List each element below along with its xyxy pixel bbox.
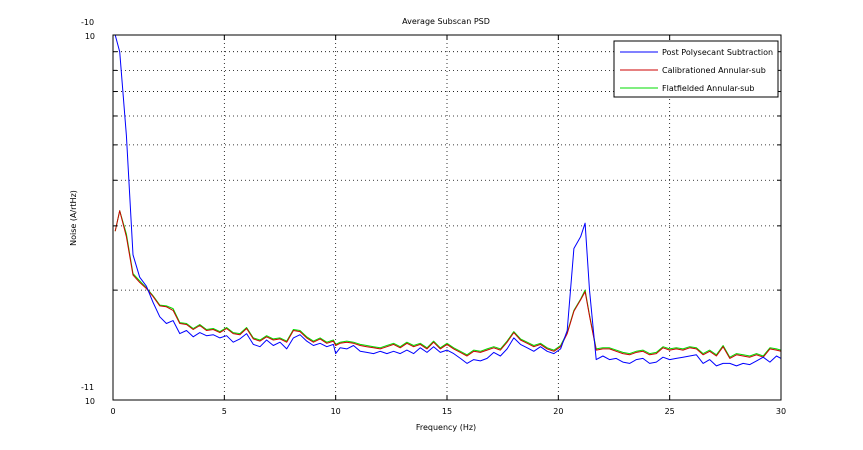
x-tick-label: 10 [331, 407, 341, 416]
legend-label: Flatfielded Annular-sub [662, 84, 754, 93]
legend: Post Polysecant Subtraction Calibrationed… [613, 40, 779, 98]
x-tick-label: 0 [110, 407, 115, 416]
y-tick-label-base: 10 [85, 32, 95, 41]
series-layer [114, 35, 781, 367]
legend-label: Post Polysecant Subtraction [662, 48, 773, 57]
plot-frame [112, 34, 782, 401]
y-tick-label-exponent: -10 [81, 18, 94, 27]
x-tick-label: 30 [776, 407, 786, 416]
x-tick-label: 5 [222, 407, 227, 416]
series-line [114, 210, 781, 359]
y-tick-label-exponent: -11 [81, 383, 94, 392]
y-tick-label-base: 10 [85, 397, 95, 406]
x-tick-label: 15 [442, 407, 452, 416]
x-tick-label: 20 [553, 407, 563, 416]
chart-title: Average Subscan PSD [402, 17, 490, 26]
series-line [114, 35, 781, 367]
x-tick-label: 25 [665, 407, 675, 416]
x-axis-title: Frequency (Hz) [416, 423, 476, 432]
series-line [114, 210, 781, 358]
y-axis-title: Noise (A/rtHz) [69, 190, 78, 246]
legend-label: Calibrationed Annular-sub [662, 66, 766, 75]
